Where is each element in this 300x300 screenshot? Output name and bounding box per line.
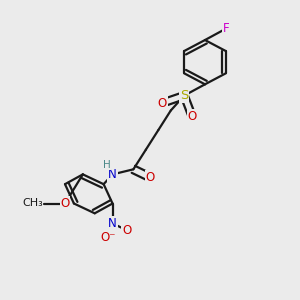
Text: H: H [103, 160, 111, 170]
Text: O: O [188, 110, 197, 123]
Text: O: O [146, 171, 154, 184]
Text: F: F [223, 22, 229, 35]
Text: O: O [122, 224, 131, 237]
Text: O⁻: O⁻ [100, 231, 116, 244]
Text: N: N [108, 217, 117, 230]
Text: O: O [158, 97, 167, 110]
Text: CH₃: CH₃ [22, 199, 43, 208]
Text: N: N [108, 168, 117, 181]
Text: O: O [60, 197, 70, 210]
Text: S: S [180, 89, 188, 102]
